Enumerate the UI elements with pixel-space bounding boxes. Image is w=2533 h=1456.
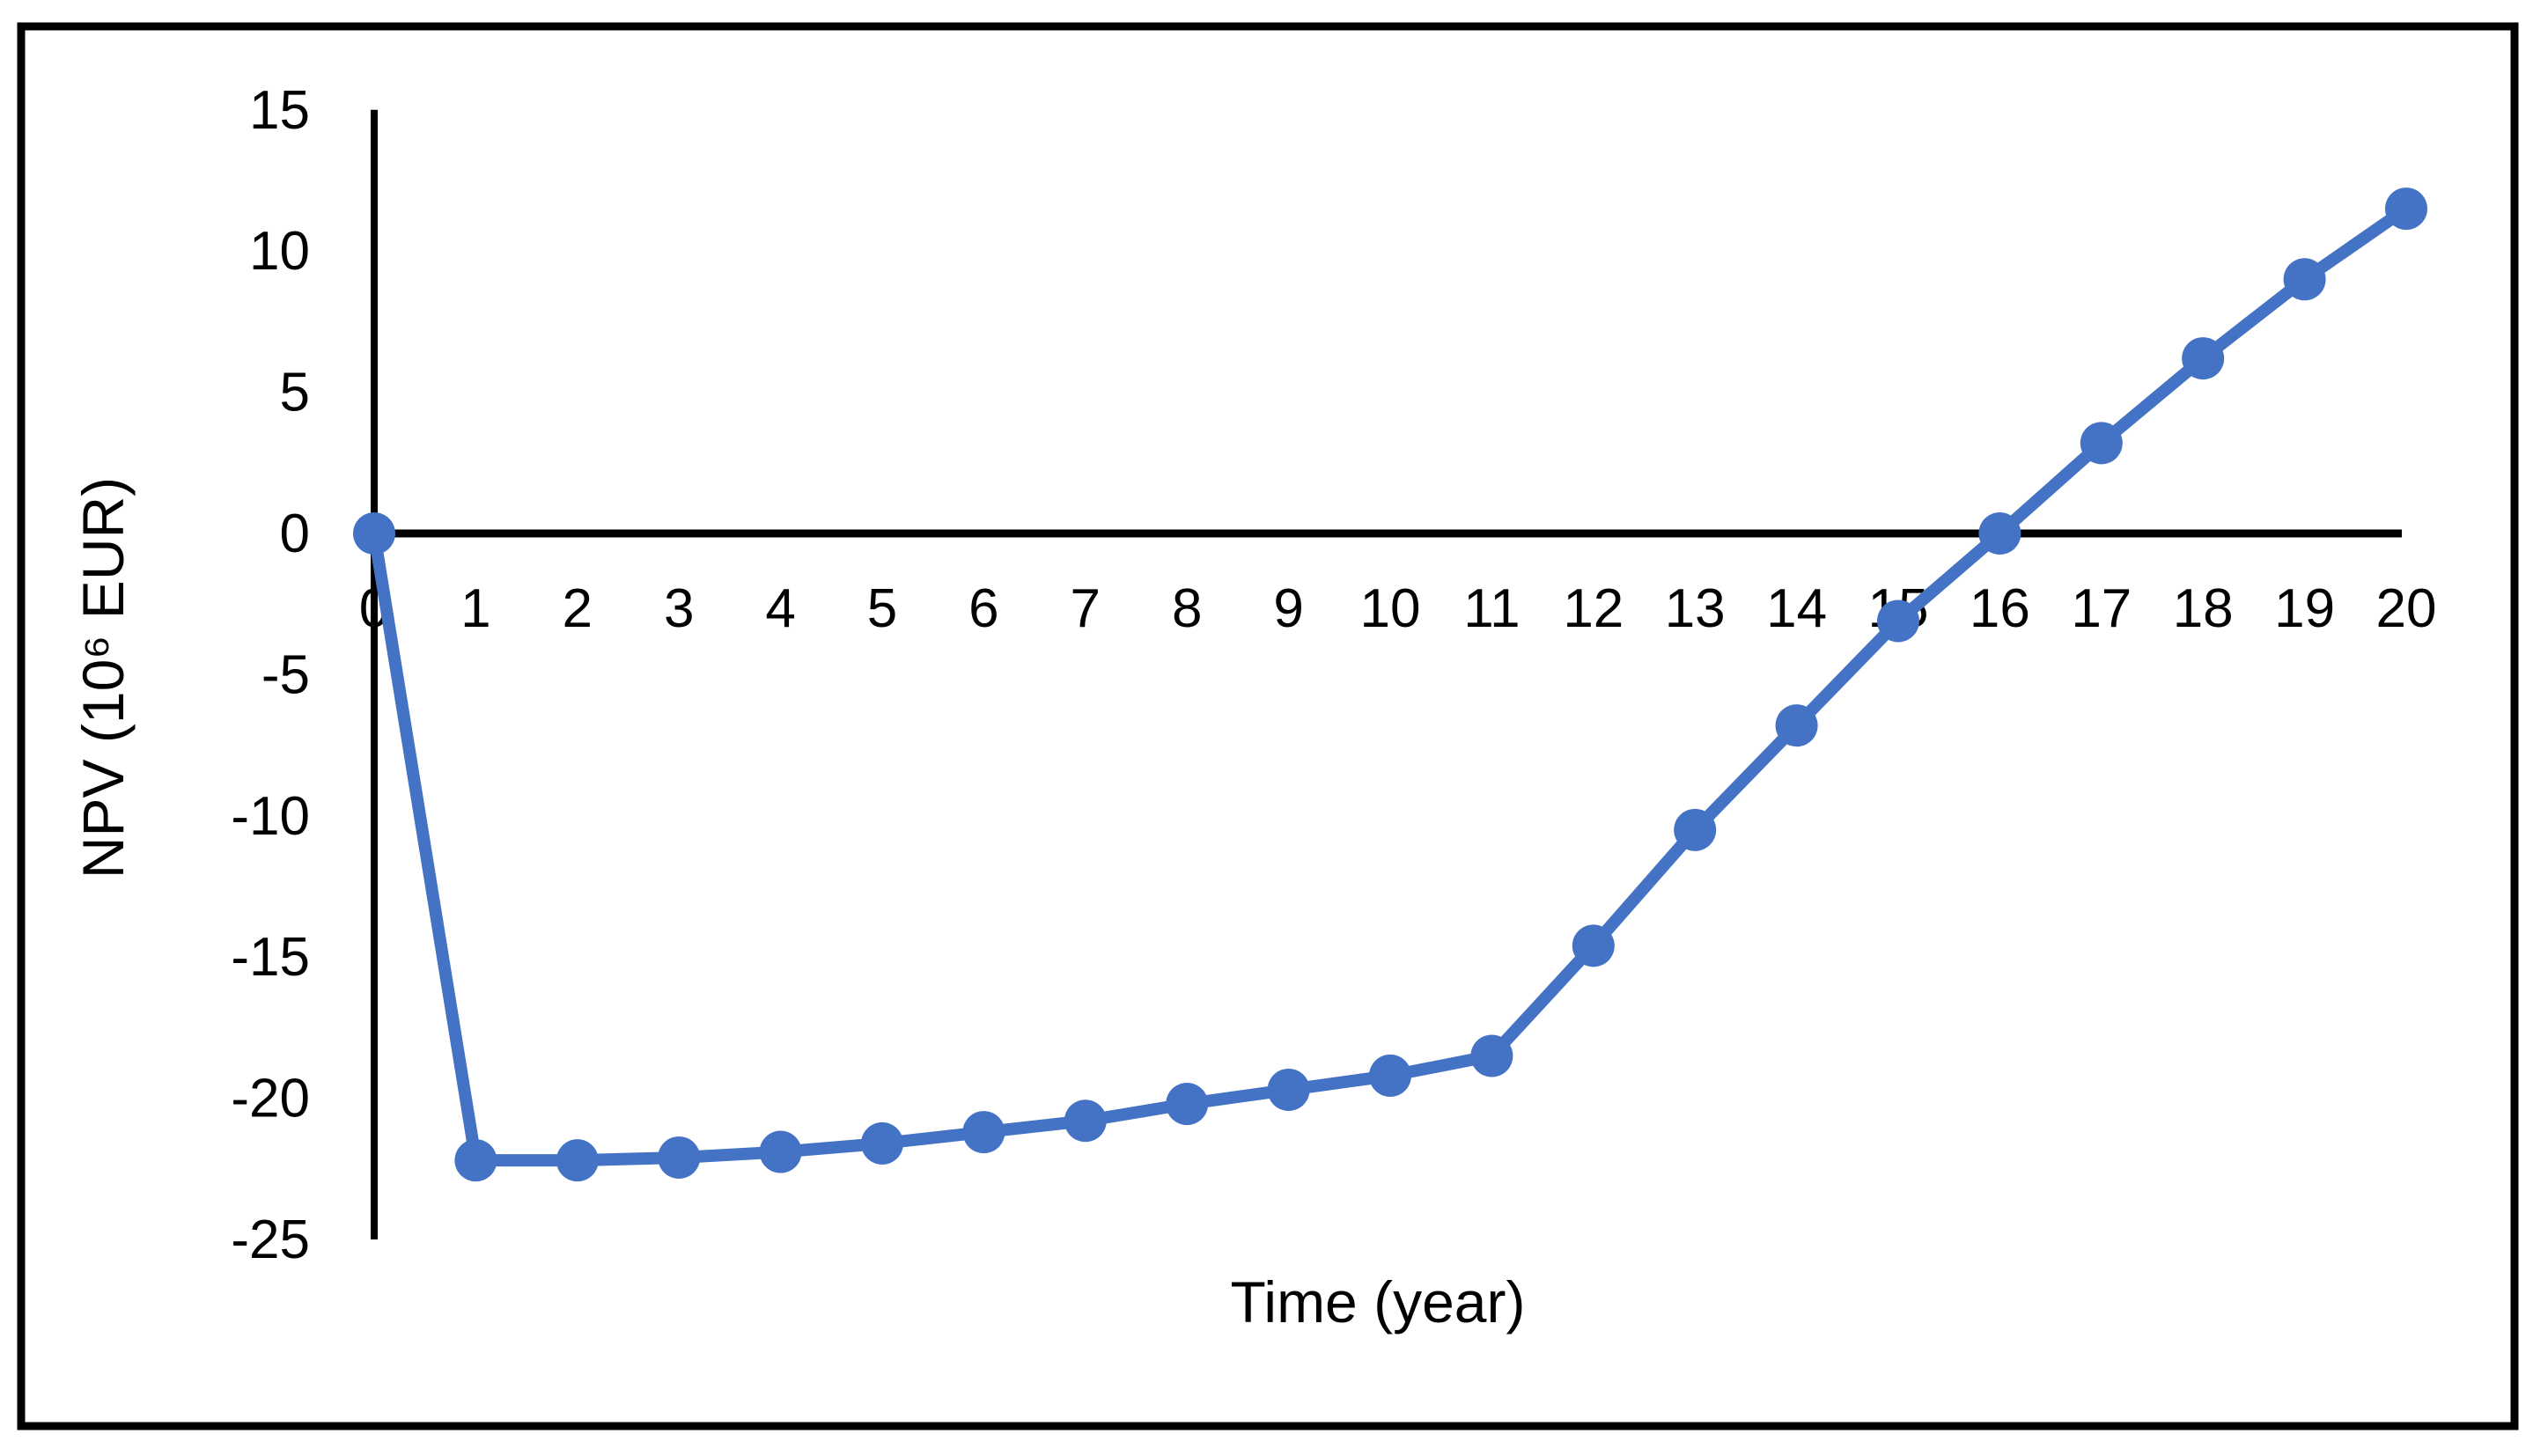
data-point [2080, 422, 2123, 465]
x-tick-label: 19 [2274, 578, 2335, 639]
x-tick-label: 9 [1273, 578, 1303, 639]
data-point [1267, 1068, 1310, 1111]
x-tick-labels: 01234567891011121314151617181920 [359, 578, 2437, 639]
x-tick-label: 3 [664, 578, 694, 639]
y-tick-label: -10 [231, 786, 310, 847]
y-axis-title: NPV (10⁶ EUR) [70, 477, 136, 879]
y-tick-label: -5 [261, 644, 310, 705]
y-tick-labels: 15 10 5 0 -5 -10 -15 -20 -25 [231, 80, 310, 1270]
x-axis-title: Time (year) [1231, 1269, 1526, 1335]
data-point [454, 1139, 497, 1182]
x-tick-label: 6 [968, 578, 998, 639]
y-tick-label: -15 [231, 927, 310, 988]
x-tick-label: 10 [1360, 578, 1421, 639]
y-tick-label: 5 [280, 363, 310, 423]
x-tick-label: 5 [867, 578, 897, 639]
x-tick-label: 8 [1172, 578, 1202, 639]
y-tick-label: 15 [249, 80, 310, 141]
x-tick-label: 4 [765, 578, 795, 639]
x-tick-label: 18 [2173, 578, 2234, 639]
data-point [2283, 258, 2326, 301]
data-point [1369, 1054, 1411, 1097]
x-tick-label: 2 [563, 578, 593, 639]
data-point [556, 1139, 599, 1182]
data-point [759, 1130, 802, 1173]
figure-border [17, 22, 2519, 1430]
y-tick-label: -20 [231, 1069, 310, 1129]
data-point [1064, 1099, 1107, 1143]
x-tick-label: 1 [460, 578, 490, 639]
npv-series-markers [353, 188, 2427, 1182]
data-point [2182, 337, 2225, 380]
y-tick-label: 0 [280, 504, 310, 564]
data-point [2385, 188, 2427, 231]
data-point [658, 1136, 701, 1179]
data-point [962, 1111, 1005, 1154]
y-tick-label: 10 [249, 221, 310, 282]
data-point [1470, 1034, 1513, 1077]
x-tick-label: 17 [2071, 578, 2132, 639]
x-tick-label: 7 [1071, 578, 1101, 639]
x-tick-label: 14 [1766, 578, 1827, 639]
x-tick-label: 13 [1665, 578, 1726, 639]
data-point [1978, 512, 2021, 555]
data-point [1166, 1083, 1209, 1126]
data-point [353, 512, 395, 555]
data-point [1877, 599, 1919, 643]
npv-series-line [368, 202, 2412, 1167]
data-point [861, 1121, 903, 1165]
data-point [1674, 808, 1717, 851]
x-tick-label: 16 [1970, 578, 2030, 639]
x-tick-label: 11 [1463, 578, 1520, 639]
x-tick-label: 12 [1563, 578, 1624, 639]
data-point [1572, 924, 1615, 967]
data-point [1775, 704, 1818, 747]
y-tick-label: -25 [231, 1210, 310, 1270]
x-tick-label: 20 [2376, 578, 2437, 639]
